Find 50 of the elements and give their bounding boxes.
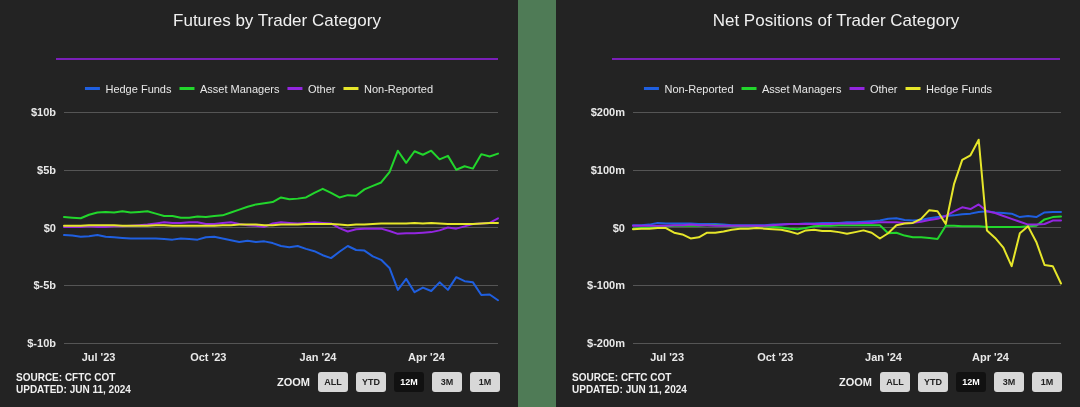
x-tick-label: Oct '23 [190, 350, 227, 363]
x-tick-label: Jul '23 [650, 350, 685, 363]
y-tick-label: $-5b [33, 279, 57, 292]
text: ALL [318, 372, 348, 392]
text: ZOOM [277, 376, 310, 388]
text: 1M [1032, 372, 1062, 392]
line-series [632, 210, 1062, 227]
source-note: SOURCE: CFTC COT [16, 372, 117, 384]
y-tick-label: $-10b [27, 337, 57, 349]
legend-label: Hedge Funds [926, 82, 993, 95]
y-tick-label: $0 [43, 221, 56, 234]
chart-title: Net Positions of Trader Category [612, 10, 1060, 60]
legend-label: Non-Reported [664, 82, 734, 95]
text: ZOOM [839, 376, 872, 388]
y-tick-label: $5b [37, 163, 57, 176]
text: YTD [356, 372, 386, 392]
text: ALL [880, 372, 910, 392]
text: 3M [432, 372, 462, 392]
text: YTD [918, 372, 948, 392]
x-tick-label: Jan '24 [299, 350, 338, 363]
legend-label: Hedge Funds [105, 82, 172, 95]
text: 1M [470, 372, 500, 392]
y-tick-label: $100m [590, 163, 626, 176]
y-tick-label: $10b [30, 106, 57, 118]
text: UPDATED: JUN 11, 2024 [16, 384, 131, 396]
text: 3M [994, 372, 1024, 392]
text: 12M [956, 372, 986, 392]
line-series [632, 203, 1062, 227]
legend-label: Other [870, 82, 898, 95]
line-series [632, 138, 1062, 285]
y-tick-label: $200m [590, 106, 626, 118]
y-tick-label: $0 [612, 221, 625, 234]
legend-label: Other [307, 82, 336, 95]
line-series [63, 149, 499, 220]
x-tick-label: Apr '24 [972, 350, 1010, 363]
text: UPDATED: JUN 11, 2024 [572, 384, 687, 396]
x-tick-label: Oct '23 [757, 350, 794, 363]
legend-label: Asset Managers [762, 82, 843, 95]
x-tick-label: Jul '23 [81, 350, 116, 363]
legend-label: Non-Reported [363, 82, 434, 95]
line-series [63, 234, 499, 302]
line-series [63, 217, 499, 235]
source-note: SOURCE: CFTC COT [572, 372, 673, 384]
legend-label: Asset Managers [199, 82, 280, 95]
y-tick-label: $-100m [587, 279, 626, 292]
text: 12M [394, 372, 424, 392]
chart-title: Futures by Trader Category [56, 10, 498, 60]
y-tick-label: $-200m [587, 337, 626, 349]
x-tick-label: Jan '24 [865, 350, 903, 363]
x-tick-label: Apr '24 [408, 350, 446, 363]
